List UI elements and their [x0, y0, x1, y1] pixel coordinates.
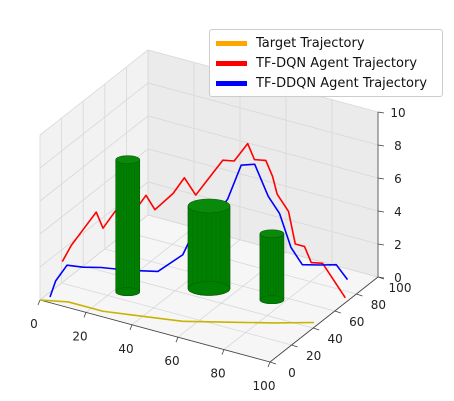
obstacle-2: [259, 229, 285, 305]
obstacle-1: [187, 198, 231, 296]
z-tick-label-2: 4: [394, 205, 402, 219]
y-tick-2: [313, 327, 320, 331]
grid-z-4: [39, 82, 379, 169]
obstacle-body-2: [259, 233, 285, 305]
legend-label-tf-ddqn: TF-DDQN Agent Trajectory: [256, 75, 428, 91]
z-tick-4: [377, 144, 385, 147]
series-tf-ddqn-line: [49, 163, 349, 298]
z-tick-label-0: 0: [394, 271, 402, 285]
legend-label-target: Target Trajectory: [256, 35, 365, 51]
x-tick-label-5: 100: [253, 379, 276, 393]
z-tick-0: [377, 276, 385, 279]
grid-z-2: [39, 148, 379, 235]
legend-item-target: Target Trajectory: [216, 33, 436, 53]
y-tick-1: [291, 344, 298, 348]
obstacle-bottom-1: [187, 281, 231, 296]
x-tick-label-2: 40: [118, 342, 133, 356]
x-tick-3: [175, 337, 179, 343]
y-axis-line: [269, 276, 379, 363]
y-tick-label-0: 0: [288, 366, 296, 380]
z-tick-label-1: 2: [394, 238, 402, 252]
obstacle-top-0: [115, 155, 141, 164]
y-tick-label-3: 60: [349, 315, 364, 329]
z-tick-2: [377, 210, 385, 213]
obstacle-body-0: [115, 159, 141, 296]
x-axis-line: [39, 299, 271, 363]
y-tick-label-4: 80: [371, 298, 386, 312]
y-tick-label-1: 20: [306, 349, 321, 363]
x-tick-2: [129, 324, 133, 330]
series-target-line: [39, 299, 315, 324]
legend-swatch-tf-dqn: [216, 60, 247, 66]
legend-swatch-target: [216, 40, 247, 46]
axis-lines: [39, 112, 379, 363]
obstacle-top-1: [187, 198, 231, 214]
legend: Target Trajectory TF-DQN Agent Trajector…: [209, 29, 443, 97]
z-tick-label-5: 10: [390, 106, 405, 120]
legend-swatch-tf-ddqn: [216, 80, 247, 86]
z-tick-label-4: 8: [394, 139, 402, 153]
z-tick-5: [377, 111, 385, 114]
legend-label-tf-dqn: TF-DQN Agent Trajectory: [256, 55, 418, 71]
grid-z-0: [39, 214, 379, 301]
obstacle-bottom-2: [259, 295, 285, 305]
obstacle-0: [115, 155, 141, 297]
x-tick-label-3: 60: [164, 354, 179, 368]
x-tick-label-1: 20: [72, 329, 87, 343]
z-tick-3: [377, 177, 385, 180]
y-tick-label-5: 100: [389, 281, 412, 295]
obstacles: [115, 155, 285, 305]
x-tick-4: [221, 349, 225, 355]
obstacle-bottom-0: [115, 287, 141, 297]
left-pane: [40, 50, 148, 300]
z-tick-1: [377, 243, 385, 246]
series-tf-dqn-line: [61, 142, 346, 299]
legend-item-tf-ddqn: TF-DDQN Agent Trajectory: [216, 73, 436, 93]
y-tick-3: [334, 310, 341, 314]
y-tick-label-2: 40: [328, 332, 343, 346]
legend-item-tf-dqn: TF-DQN Agent Trajectory: [216, 53, 436, 73]
x-tick-1: [83, 312, 87, 318]
x-tick-label-4: 80: [210, 367, 225, 381]
z-tick-label-3: 6: [394, 172, 402, 186]
y-tick-4: [356, 293, 363, 297]
x-tick-label-0: 0: [30, 317, 38, 331]
obstacle-top-2: [259, 229, 285, 239]
x-tick-5: [267, 361, 271, 368]
y-tick-0: [269, 361, 277, 365]
series-lines: [39, 142, 349, 324]
x-tick-0: [37, 299, 41, 306]
grid-z-3: [39, 115, 379, 202]
